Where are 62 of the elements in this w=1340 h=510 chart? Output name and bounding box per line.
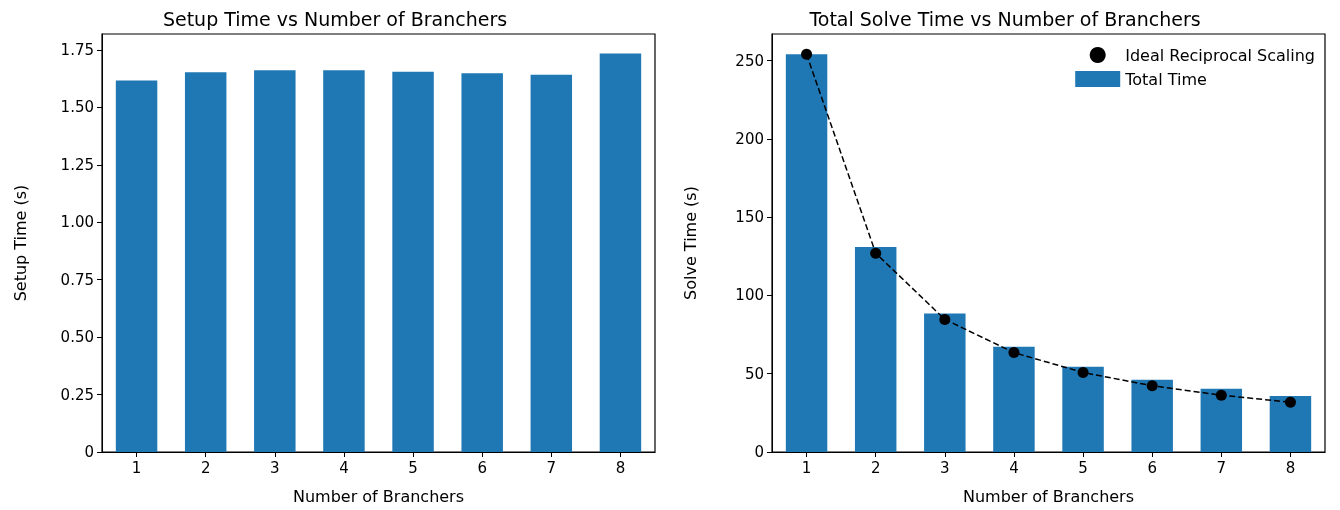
bar xyxy=(785,54,828,452)
x-tick-label: 5 xyxy=(1078,458,1088,477)
y-tick-label: 1.50 xyxy=(60,98,94,117)
point xyxy=(939,313,951,325)
y-tick-label: 100 xyxy=(735,286,764,305)
point xyxy=(1008,347,1020,359)
point xyxy=(1077,366,1089,378)
y-tick-label: 200 xyxy=(735,129,764,148)
bar xyxy=(115,80,158,452)
bar xyxy=(993,346,1035,452)
x-tick-label: 8 xyxy=(615,458,626,477)
x-tick-label: 2 xyxy=(200,458,211,477)
bar xyxy=(1200,388,1243,452)
bar xyxy=(924,313,966,452)
y-tick-label: 0.75 xyxy=(60,270,94,289)
y-tick-label: 1.75 xyxy=(60,41,94,60)
y-tick-label: 0 xyxy=(754,443,764,461)
point xyxy=(1215,389,1227,401)
legend-label: Ideal Reciprocal Scaling xyxy=(1125,45,1316,65)
point xyxy=(1284,396,1296,408)
bar xyxy=(1131,379,1173,452)
y-tick-label: 1.25 xyxy=(60,155,94,174)
x-tick-label: 1 xyxy=(131,458,142,477)
bar xyxy=(530,74,573,452)
chart-title: Total Solve Time vs Number of Branchers xyxy=(808,7,1201,30)
bar xyxy=(254,70,296,452)
x-tick-label: 4 xyxy=(339,458,349,477)
x-tick-label: 4 xyxy=(1009,458,1019,477)
x-tick-label: 6 xyxy=(477,458,487,477)
y-tick-label: 50 xyxy=(744,364,764,383)
bar xyxy=(1062,366,1104,452)
x-axis-title: Number of Branchers xyxy=(292,486,465,506)
bar xyxy=(461,73,503,452)
x-tick-label: 6 xyxy=(1147,458,1157,477)
y-axis-title: Setup Time (s) xyxy=(10,184,30,302)
bar xyxy=(184,72,227,452)
bar xyxy=(854,246,897,452)
point xyxy=(870,247,882,259)
x-tick-label: 8 xyxy=(1285,458,1296,477)
x-tick-label: 2 xyxy=(870,458,881,477)
x-tick-label: 7 xyxy=(1216,458,1227,477)
legend-label: Total Time xyxy=(1124,69,1207,89)
y-axis-title: Solve Time (s) xyxy=(680,186,700,300)
x-tick-label: 3 xyxy=(940,458,950,477)
x-tick-label: 7 xyxy=(546,458,557,477)
bar xyxy=(323,70,365,452)
bar xyxy=(392,71,434,452)
point xyxy=(1146,380,1158,392)
point xyxy=(801,48,813,60)
bar xyxy=(1269,395,1312,452)
x-tick-label: 5 xyxy=(408,458,418,477)
y-tick-label: 0 xyxy=(84,443,94,461)
y-tick-label: 1.00 xyxy=(60,213,94,232)
x-tick-label: 1 xyxy=(801,458,812,477)
y-tick-label: 0.50 xyxy=(60,328,94,347)
chart-title: Setup Time vs Number of Branchers xyxy=(162,7,508,30)
x-axis-title: Number of Branchers xyxy=(962,486,1135,506)
bar xyxy=(599,53,642,452)
y-tick-label: 250 xyxy=(735,51,764,70)
y-tick-label: 150 xyxy=(735,208,764,227)
y-tick-label: 0.25 xyxy=(60,385,94,404)
x-tick-label: 3 xyxy=(270,458,280,477)
